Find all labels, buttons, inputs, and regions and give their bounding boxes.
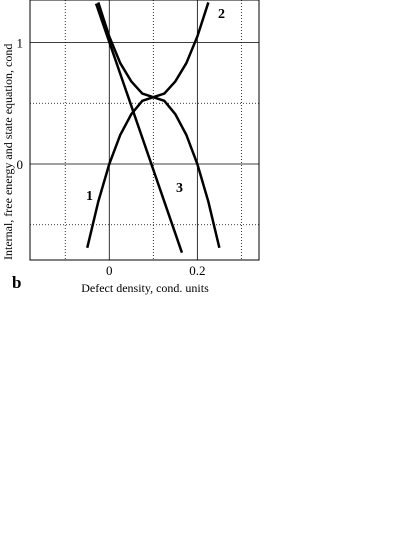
x-axis-label: Defect density, cond. units [81, 281, 209, 295]
x-tick-label: 0.2 [189, 263, 205, 278]
y-axis-label: Internal, free energy and state equation… [1, 44, 15, 260]
curve [94, 3, 184, 254]
panel-label: b [12, 273, 21, 292]
plot-frame [29, 0, 260, 261]
curve-label: 2 [218, 7, 225, 22]
x-tick-label: 0 [106, 263, 113, 278]
curve [97, 2, 210, 99]
curve-label: 1 [86, 189, 93, 204]
y-tick-label: 0 [17, 157, 24, 172]
curve-label: 3 [176, 181, 183, 196]
y-tick-label: 1 [17, 36, 24, 51]
